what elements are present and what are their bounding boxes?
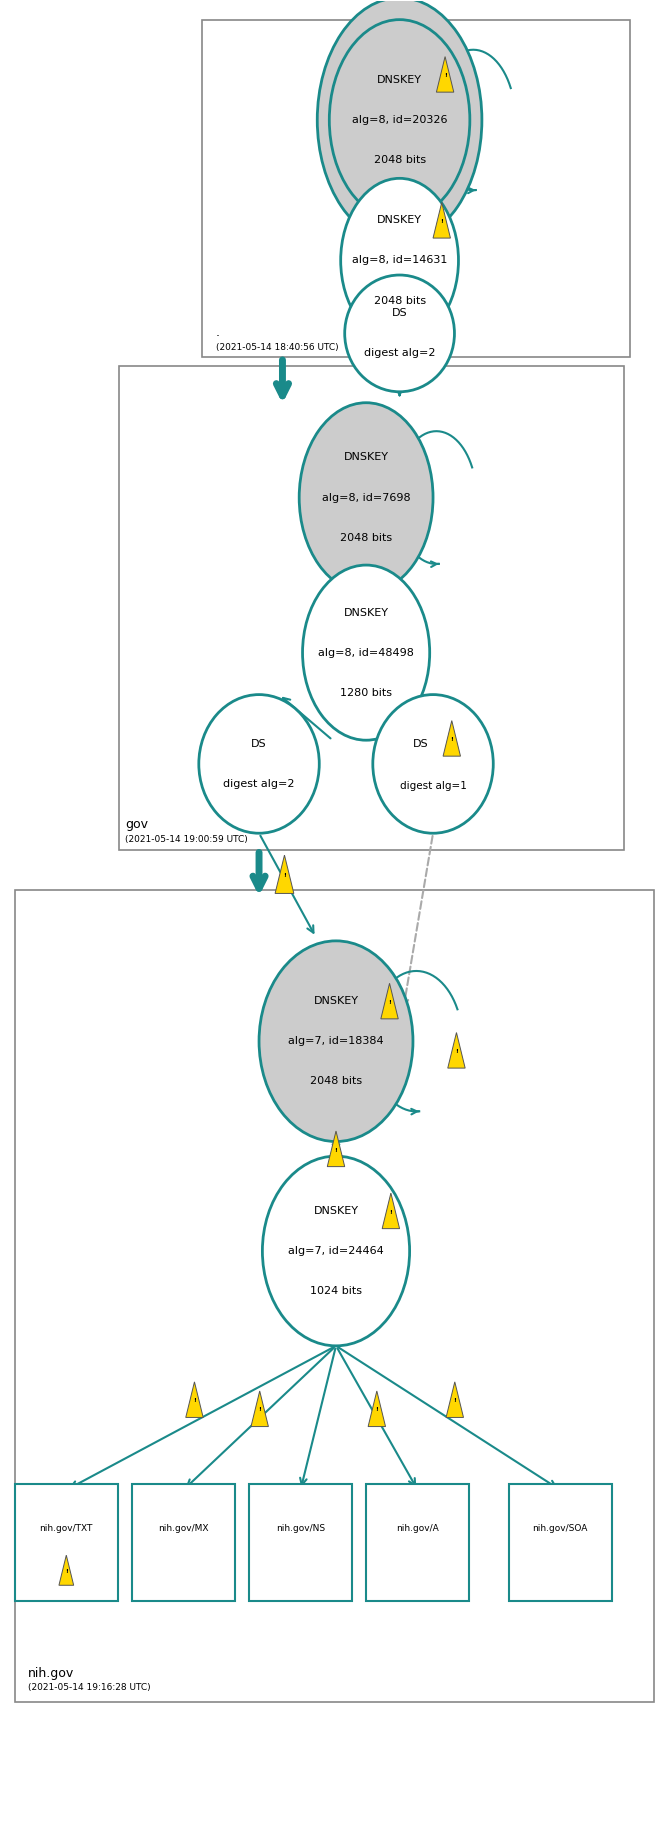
Text: DNSKEY: DNSKEY — [343, 608, 388, 618]
Text: alg=8, id=48498: alg=8, id=48498 — [318, 647, 414, 658]
Text: !: ! — [444, 73, 446, 79]
Text: !: ! — [376, 1407, 378, 1412]
Text: DNSKEY: DNSKEY — [314, 996, 358, 1007]
Polygon shape — [446, 1381, 464, 1418]
Ellipse shape — [199, 694, 319, 833]
Ellipse shape — [317, 0, 482, 243]
Polygon shape — [275, 855, 294, 893]
Text: DNSKEY: DNSKEY — [314, 1206, 358, 1215]
Polygon shape — [436, 57, 454, 91]
Ellipse shape — [341, 179, 458, 342]
Text: digest alg=2: digest alg=2 — [223, 778, 295, 789]
Polygon shape — [382, 1193, 400, 1228]
Text: (2021-05-14 19:16:28 UTC): (2021-05-14 19:16:28 UTC) — [28, 1683, 151, 1692]
Polygon shape — [443, 720, 460, 756]
FancyBboxPatch shape — [118, 365, 624, 850]
Polygon shape — [185, 1381, 203, 1418]
Polygon shape — [368, 1390, 386, 1427]
Text: 2048 bits: 2048 bits — [310, 1076, 362, 1087]
Text: !: ! — [454, 1398, 456, 1403]
Text: !: ! — [388, 999, 391, 1005]
Text: DS: DS — [251, 738, 267, 749]
Text: nih.gov/A: nih.gov/A — [396, 1524, 439, 1533]
FancyBboxPatch shape — [249, 1485, 352, 1600]
Polygon shape — [433, 203, 450, 238]
Text: 2048 bits: 2048 bits — [374, 296, 425, 305]
Text: nih.gov/TXT: nih.gov/TXT — [40, 1524, 93, 1533]
Text: alg=8, id=7698: alg=8, id=7698 — [322, 493, 411, 502]
Text: !: ! — [283, 873, 286, 879]
Ellipse shape — [373, 694, 493, 833]
Text: !: ! — [258, 1407, 261, 1412]
Text: !: ! — [390, 1209, 392, 1215]
Ellipse shape — [302, 565, 429, 740]
FancyBboxPatch shape — [202, 20, 630, 356]
Text: !: ! — [335, 1147, 337, 1153]
Text: nih.gov: nih.gov — [28, 1666, 75, 1679]
Ellipse shape — [259, 941, 413, 1142]
Ellipse shape — [299, 402, 433, 592]
Text: DNSKEY: DNSKEY — [377, 216, 422, 225]
Polygon shape — [327, 1131, 345, 1167]
FancyBboxPatch shape — [509, 1485, 612, 1600]
Text: digest alg=1: digest alg=1 — [400, 780, 466, 791]
Ellipse shape — [329, 20, 470, 221]
Text: nih.gov/NS: nih.gov/NS — [276, 1524, 325, 1533]
Ellipse shape — [262, 1156, 410, 1346]
Text: alg=8, id=14631: alg=8, id=14631 — [352, 256, 448, 265]
Text: nih.gov/MX: nih.gov/MX — [158, 1524, 209, 1533]
Text: !: ! — [440, 219, 443, 225]
FancyBboxPatch shape — [15, 1485, 118, 1600]
Text: alg=7, id=18384: alg=7, id=18384 — [288, 1036, 384, 1047]
Text: alg=7, id=24464: alg=7, id=24464 — [288, 1246, 384, 1255]
Text: DNSKEY: DNSKEY — [343, 453, 388, 462]
Text: nih.gov/SOA: nih.gov/SOA — [532, 1524, 588, 1533]
Text: (2021-05-14 18:40:56 UTC): (2021-05-14 18:40:56 UTC) — [216, 342, 338, 351]
Polygon shape — [381, 983, 398, 1019]
Text: DNSKEY: DNSKEY — [377, 75, 422, 84]
Text: 2048 bits: 2048 bits — [340, 533, 392, 543]
Text: !: ! — [65, 1569, 68, 1573]
Polygon shape — [448, 1032, 465, 1069]
Text: (2021-05-14 19:00:59 UTC): (2021-05-14 19:00:59 UTC) — [125, 835, 248, 844]
Polygon shape — [251, 1390, 268, 1427]
FancyBboxPatch shape — [366, 1485, 469, 1600]
FancyBboxPatch shape — [132, 1485, 235, 1600]
Text: !: ! — [193, 1398, 196, 1403]
Text: DS: DS — [413, 738, 429, 749]
Text: 2048 bits: 2048 bits — [374, 155, 425, 164]
Text: digest alg=2: digest alg=2 — [364, 349, 435, 358]
Text: alg=8, id=20326: alg=8, id=20326 — [352, 115, 448, 124]
Text: gov: gov — [125, 818, 149, 831]
Ellipse shape — [345, 276, 454, 391]
Polygon shape — [59, 1555, 74, 1586]
FancyBboxPatch shape — [15, 890, 654, 1701]
Text: !: ! — [450, 736, 453, 742]
Text: .: . — [216, 325, 220, 338]
Text: DS: DS — [392, 309, 407, 318]
Text: 1280 bits: 1280 bits — [340, 687, 392, 698]
Text: 1024 bits: 1024 bits — [310, 1286, 362, 1295]
Text: !: ! — [455, 1049, 458, 1054]
